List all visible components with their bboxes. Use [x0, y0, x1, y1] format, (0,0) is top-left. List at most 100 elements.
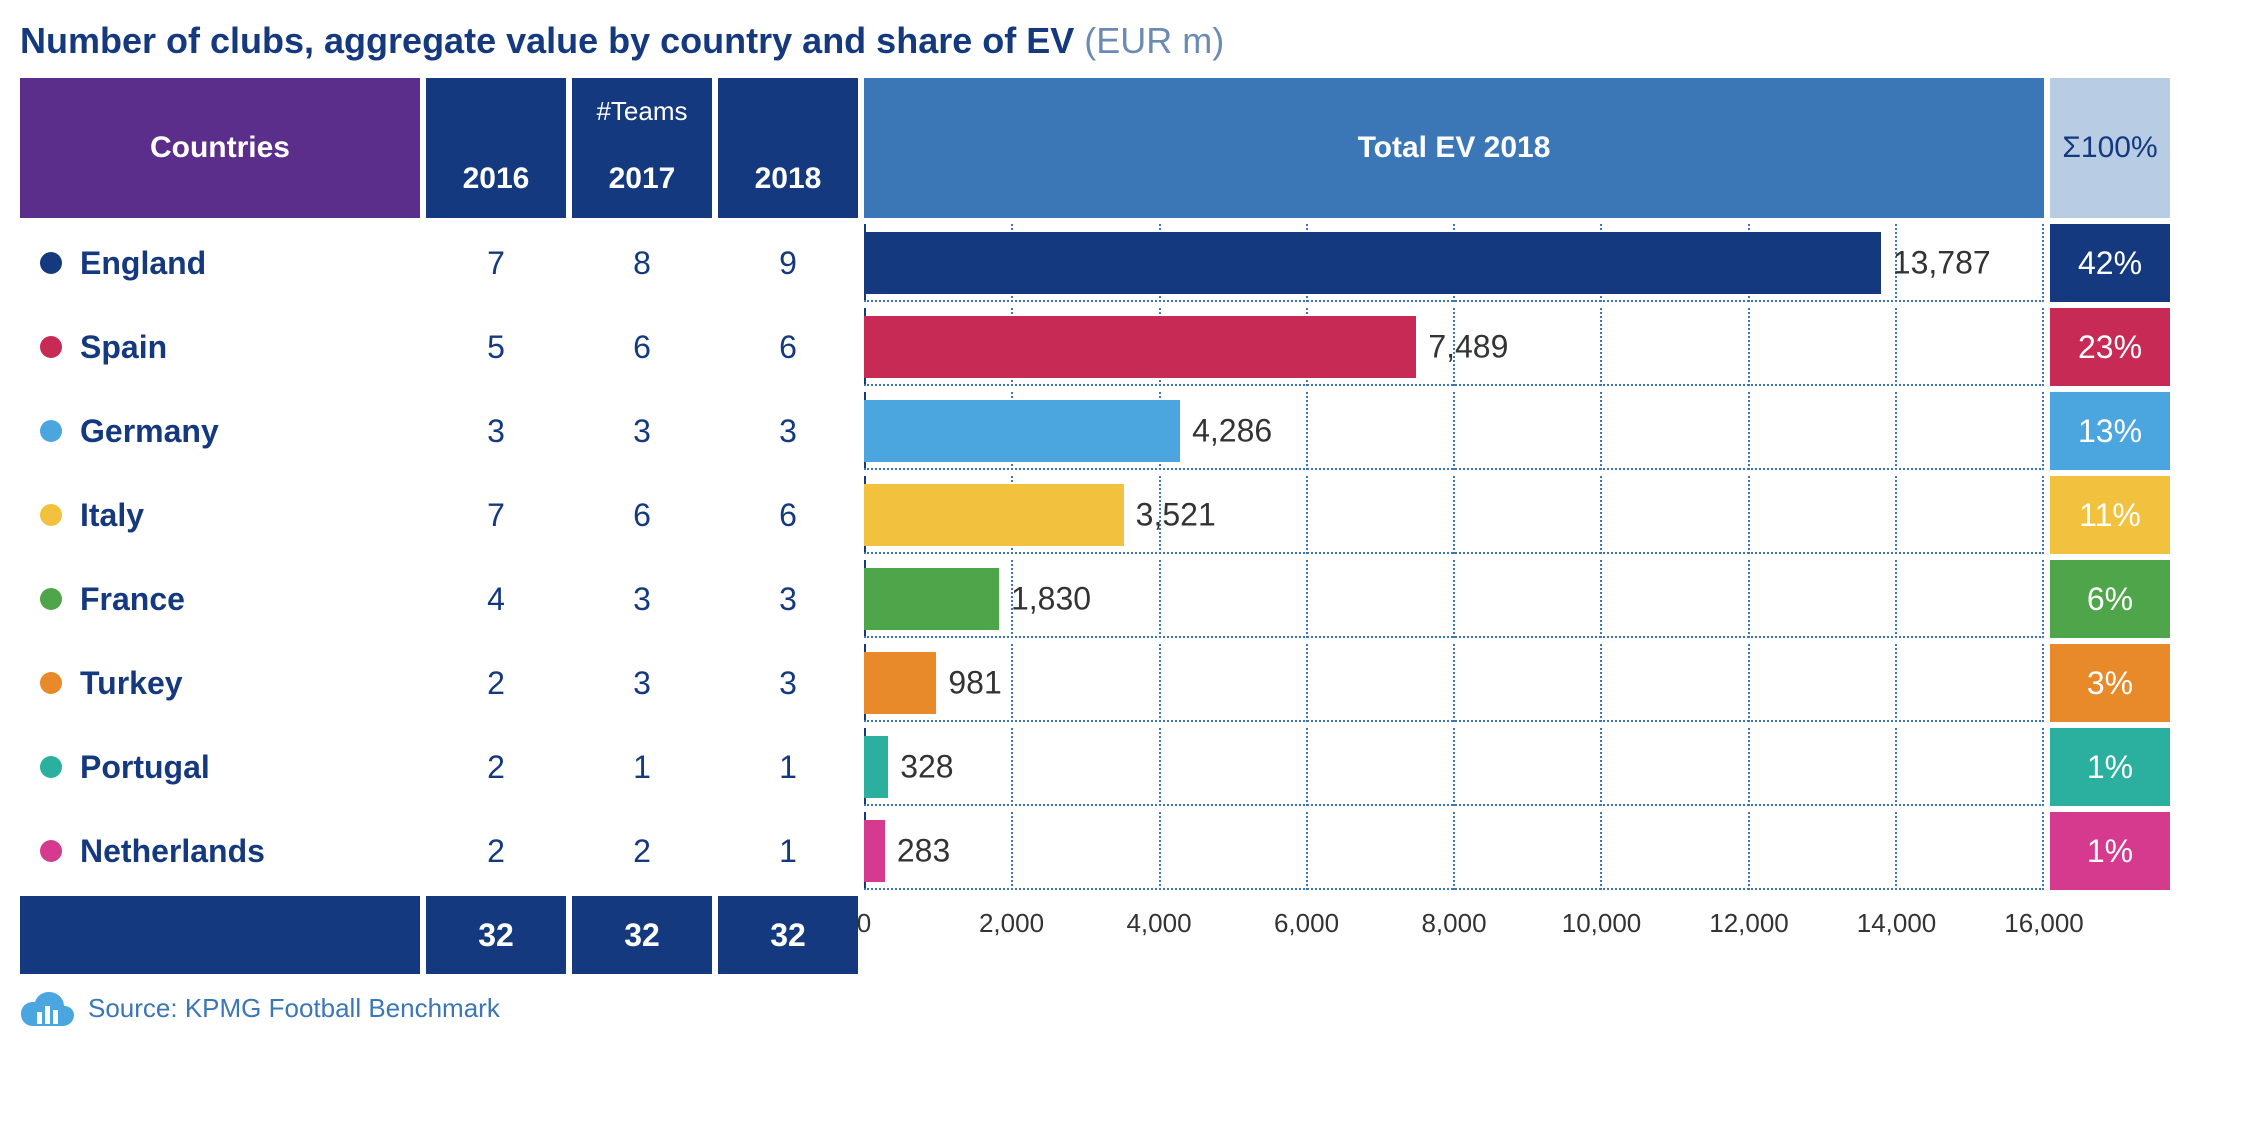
title-sub: (EUR m) — [1084, 20, 1224, 61]
country-cell: Spain — [20, 308, 420, 386]
teams-value: 1 — [718, 812, 858, 890]
teams-value: 9 — [718, 224, 858, 302]
country-cell: Germany — [20, 392, 420, 470]
country-cell: Italy — [20, 476, 420, 554]
ev-bar-label: 4,286 — [1192, 413, 1272, 450]
bar-cell: 1,830 — [864, 560, 2044, 638]
x-axis-tick: 4,000 — [1126, 908, 1191, 939]
teams-value: 3 — [426, 392, 566, 470]
x-axis-tick: 16,000 — [2004, 908, 2084, 939]
teams-value: 3 — [718, 560, 858, 638]
header-year-label: 2017 — [609, 162, 676, 196]
teams-value: 7 — [426, 476, 566, 554]
chart-gridlines — [864, 812, 2044, 890]
source-text: Source: KPMG Football Benchmark — [88, 993, 500, 1024]
teams-value: 5 — [426, 308, 566, 386]
header-year-2017: #Teams 2017 — [572, 78, 712, 218]
x-axis-tick: 10,000 — [1562, 908, 1642, 939]
country-name: Spain — [80, 329, 167, 366]
ev-bar: 981 — [864, 652, 936, 714]
ev-bar: 328 — [864, 736, 888, 798]
ev-bar: 7,489 — [864, 316, 1416, 378]
footer-total: 32 — [426, 896, 566, 974]
ev-bar-label: 7,489 — [1428, 329, 1508, 366]
share-pct: 3% — [2050, 644, 2170, 722]
x-axis-tick: 2,000 — [979, 908, 1044, 939]
header-year-2016: 2016 — [426, 78, 566, 218]
header-total-ev: Total EV 2018 — [864, 78, 2044, 218]
header-year-2018: 2018 — [718, 78, 858, 218]
teams-value: 3 — [572, 644, 712, 722]
country-dot-icon — [40, 756, 62, 778]
x-axis: 02,0004,0006,0008,00010,00012,00014,0001… — [864, 896, 2044, 974]
country-name: Netherlands — [80, 833, 265, 870]
country-dot-icon — [40, 252, 62, 274]
share-pct: 13% — [2050, 392, 2170, 470]
header-sum: Σ100% — [2050, 78, 2170, 218]
teams-value: 2 — [426, 812, 566, 890]
country-name: France — [80, 581, 185, 618]
teams-value: 3 — [572, 392, 712, 470]
country-cell: Netherlands — [20, 812, 420, 890]
ev-bar: 4,286 — [864, 400, 1180, 462]
ev-bar-label: 13,787 — [1893, 245, 1991, 282]
country-dot-icon — [40, 420, 62, 442]
country-cell: France — [20, 560, 420, 638]
cloud-bars-icon — [20, 988, 76, 1028]
share-pct: 6% — [2050, 560, 2170, 638]
header-countries: Countries — [20, 78, 420, 218]
country-cell: Turkey — [20, 644, 420, 722]
share-pct: 23% — [2050, 308, 2170, 386]
teams-value: 6 — [572, 476, 712, 554]
title-main: Number of clubs, aggregate value by coun… — [20, 20, 1074, 61]
teams-value: 6 — [718, 308, 858, 386]
chart-gridlines — [864, 728, 2044, 806]
country-dot-icon — [40, 336, 62, 358]
country-cell: England — [20, 224, 420, 302]
x-axis-tick: 8,000 — [1421, 908, 1486, 939]
ev-bar: 3,521 — [864, 484, 1124, 546]
teams-value: 7 — [426, 224, 566, 302]
source-line: Source: KPMG Football Benchmark — [20, 988, 2228, 1028]
teams-value: 4 — [426, 560, 566, 638]
country-dot-icon — [40, 672, 62, 694]
ev-bar: 1,830 — [864, 568, 999, 630]
bar-cell: 981 — [864, 644, 2044, 722]
x-axis-tick: 12,000 — [1709, 908, 1789, 939]
country-name: Italy — [80, 497, 144, 534]
teams-value: 1 — [718, 728, 858, 806]
country-dot-icon — [40, 588, 62, 610]
footer-spacer — [20, 896, 420, 974]
ev-bar-label: 3,521 — [1136, 497, 1216, 534]
chart-gridlines — [864, 644, 2044, 722]
ev-bar-label: 283 — [897, 833, 950, 870]
teams-value: 3 — [718, 644, 858, 722]
teams-value: 2 — [426, 728, 566, 806]
share-pct: 11% — [2050, 476, 2170, 554]
ev-bar: 283 — [864, 820, 885, 882]
bar-cell: 328 — [864, 728, 2044, 806]
ev-bar-label: 981 — [948, 665, 1001, 702]
x-axis-tick: 6,000 — [1274, 908, 1339, 939]
bar-cell: 4,286 — [864, 392, 2044, 470]
country-cell: Portugal — [20, 728, 420, 806]
country-dot-icon — [40, 504, 62, 526]
teams-value: 1 — [572, 728, 712, 806]
share-pct: 1% — [2050, 728, 2170, 806]
teams-value: 6 — [572, 308, 712, 386]
ev-bar-label: 328 — [900, 749, 953, 786]
share-pct: 42% — [2050, 224, 2170, 302]
country-dot-icon — [40, 840, 62, 862]
teams-value: 8 — [572, 224, 712, 302]
header-year-label: 2018 — [755, 162, 822, 196]
header-year-label: 2016 — [463, 162, 530, 196]
ev-bar: 13,787 — [864, 232, 1881, 294]
data-table: Countries2016#Teams20172018Total EV 2018… — [20, 78, 2228, 974]
country-name: Germany — [80, 413, 219, 450]
country-name: England — [80, 245, 206, 282]
x-axis-tick: 0 — [857, 908, 871, 939]
bar-cell: 283 — [864, 812, 2044, 890]
bar-cell: 3,521 — [864, 476, 2044, 554]
header-teams-label: #Teams — [596, 96, 687, 127]
teams-value: 6 — [718, 476, 858, 554]
